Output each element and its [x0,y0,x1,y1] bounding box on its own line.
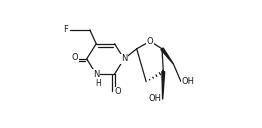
Text: O: O [114,87,121,96]
Text: OH: OH [148,94,161,103]
Polygon shape [161,48,173,64]
Text: O: O [72,52,79,62]
Text: F: F [63,25,68,34]
Text: O: O [147,37,153,46]
Text: H: H [95,79,101,88]
Polygon shape [162,72,165,99]
Text: OH: OH [182,77,195,86]
Text: N: N [93,70,99,79]
Text: N: N [121,54,127,63]
